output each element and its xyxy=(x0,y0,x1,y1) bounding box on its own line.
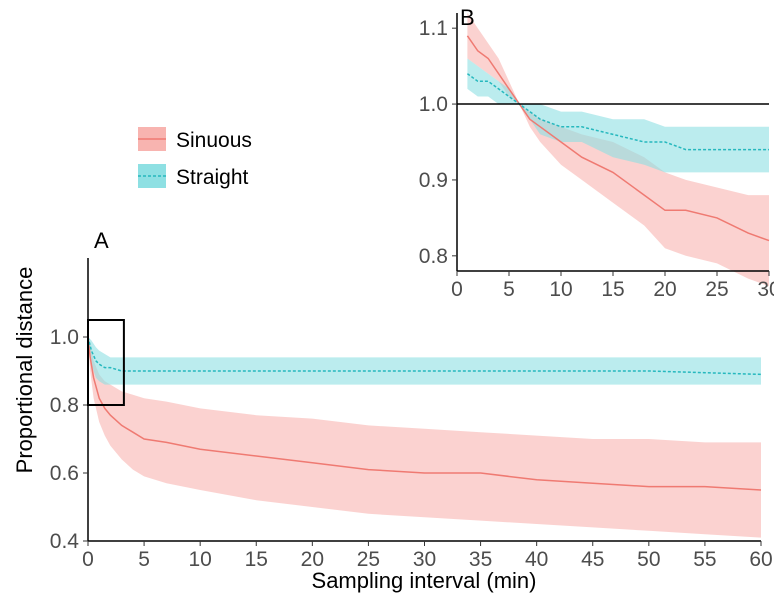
panel-a-x-tick-label: 25 xyxy=(357,548,380,571)
panel-a-x-tick-label: 10 xyxy=(188,548,211,571)
panel-a-bands xyxy=(88,337,761,538)
panel-a-x-tick-label: 45 xyxy=(581,548,604,571)
panel-b-x-tick-label: 25 xyxy=(705,278,728,301)
panel-b-x-tick-label: 0 xyxy=(451,278,463,301)
legend: Sinuous Straight xyxy=(138,127,252,189)
panel-a-inset-box xyxy=(87,319,125,406)
panel-a-y-tick-label: 0.8 xyxy=(50,394,79,417)
panel-b-line-straight xyxy=(466,73,769,151)
panel-a-y-tick-label: 1.0 xyxy=(50,326,79,349)
panel-a-x-axis-title: Sampling interval (min) xyxy=(312,568,537,593)
panel-a-lines xyxy=(87,336,762,491)
panel-a-y-tick-label: 0.6 xyxy=(50,462,79,485)
panel-a-y-axis-title: Proportional distance xyxy=(12,267,37,474)
panel-b-lines xyxy=(466,35,770,242)
panel-b-y-tick-label: 0.8 xyxy=(419,245,448,268)
panel-b-x-tick-label: 10 xyxy=(549,278,572,301)
panel-a-line-straight xyxy=(87,336,762,376)
panel-a-x-tick-label: 35 xyxy=(469,548,492,571)
panel-b-x-tick-label: 15 xyxy=(601,278,624,301)
panel-a-label: A xyxy=(94,228,109,253)
panel-a-y-tick-label: 0.4 xyxy=(50,530,80,553)
panel-a-x-tick-label: 40 xyxy=(525,548,548,571)
panel-a-x-tick-label: 0 xyxy=(82,548,94,571)
panel-a-x-tick-label: 5 xyxy=(138,548,150,571)
panel-b-x-tick-label: 20 xyxy=(653,278,676,301)
panel-b-y-tick-label: 1.1 xyxy=(419,17,448,40)
panel-a-band-sinuous xyxy=(88,337,761,538)
legend-straight-label: Straight xyxy=(176,166,249,189)
legend-straight-swatch xyxy=(138,164,166,188)
panel-b-axes: 0 5 10 15 20 25 30 0.8 0.9 1.0 1.1 xyxy=(419,13,774,301)
legend-sinuous-label: Sinuous xyxy=(176,129,252,152)
panel-a-line-sinuous xyxy=(87,336,762,491)
panel-b-line-sinuous xyxy=(466,35,770,242)
panel-b-y-tick-label: 1.0 xyxy=(419,93,448,116)
panel-a-x-tick-label: 55 xyxy=(693,548,716,571)
panel-a-axes: 0 5 10 15 20 25 30 35 40 45 50 55 600.40.60.81.0 xyxy=(50,258,773,571)
panel-a-x-tick-label: 30 xyxy=(413,548,436,571)
panel-b-bands xyxy=(467,13,769,287)
panel-a-x-tick-label: 50 xyxy=(637,548,660,571)
panel-b-x-tick-label: 30 xyxy=(757,278,774,301)
panel-a-x-tick-label: 20 xyxy=(301,548,324,571)
panel-a-x-tick-label: 15 xyxy=(245,548,268,571)
panel-a-band-straight xyxy=(88,337,761,385)
panel-b-band-straight xyxy=(467,58,769,173)
panel-a-x-tick-label: 60 xyxy=(749,548,772,571)
panel-b: 0 5 10 15 20 25 30 0.8 0.9 1.0 1.1 B xyxy=(419,5,774,301)
panel-b-x-tick-label: 5 xyxy=(503,278,515,301)
panel-a: 0 5 10 15 20 25 30 35 40 45 50 55 600.40.60.81.0 A S… xyxy=(12,228,773,593)
panel-b-y-tick-label: 0.9 xyxy=(419,169,448,192)
panel-b-label: B xyxy=(460,5,475,30)
